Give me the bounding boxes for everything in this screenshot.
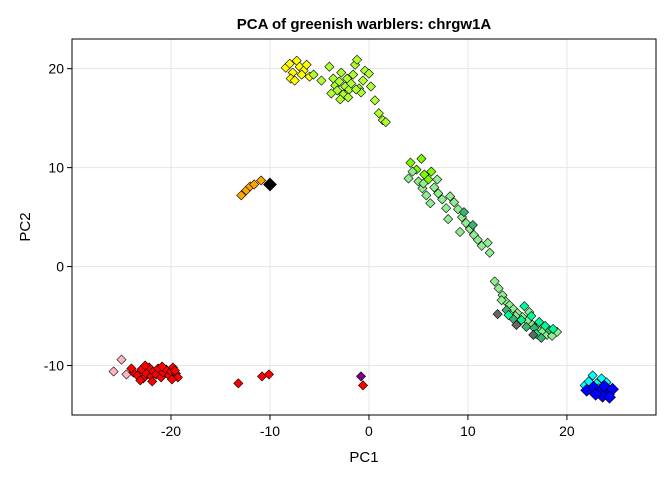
y-tick-label: 10 <box>48 160 64 176</box>
data-point <box>526 311 537 322</box>
data-point <box>296 69 307 80</box>
data-point <box>157 361 168 372</box>
data-point <box>548 323 559 334</box>
data-point <box>301 59 312 70</box>
data-point <box>236 190 247 201</box>
data-point <box>356 371 367 382</box>
x-axis-label: PC1 <box>349 449 378 466</box>
data-point <box>336 67 347 78</box>
data-point <box>284 58 295 69</box>
data-point <box>335 94 346 105</box>
axis-ticks: -20 -10 0 10 20 -10 0 10 20 <box>44 61 575 439</box>
data-point <box>363 68 374 79</box>
data-point <box>108 366 119 377</box>
data-point <box>589 387 603 401</box>
data-point <box>496 295 507 306</box>
data-point <box>418 178 429 189</box>
data-point <box>534 316 545 328</box>
data-point <box>357 75 369 86</box>
data-point <box>348 69 359 80</box>
data-point <box>429 182 440 193</box>
data-point <box>373 108 384 119</box>
data-point <box>380 117 391 128</box>
data-point <box>147 376 158 387</box>
y-tick-label: 0 <box>56 259 64 275</box>
data-points <box>108 54 619 404</box>
data-point <box>441 203 452 214</box>
data-point <box>445 191 456 202</box>
y-tick-label: 20 <box>48 61 64 77</box>
data-point <box>528 329 539 340</box>
data-point <box>521 321 532 332</box>
data-point <box>432 174 443 185</box>
data-point <box>357 380 369 391</box>
data-point <box>489 276 500 287</box>
data-point <box>458 207 469 218</box>
data-point <box>425 198 436 209</box>
data-point <box>308 69 319 80</box>
data-point <box>437 194 448 205</box>
data-point <box>484 247 495 258</box>
y-tick-label: -10 <box>44 358 64 374</box>
data-point <box>289 75 300 86</box>
data-point <box>587 370 598 381</box>
data-point <box>351 84 362 95</box>
data-point <box>326 88 337 99</box>
data-point <box>324 61 335 72</box>
data-point <box>359 65 371 76</box>
data-point <box>421 190 432 201</box>
data-point <box>413 176 424 187</box>
data-point <box>334 76 345 87</box>
data-point <box>365 81 376 92</box>
data-point <box>493 283 504 294</box>
data-point <box>403 173 414 184</box>
data-point <box>454 226 466 237</box>
data-point <box>346 78 357 89</box>
x-tick-label: 10 <box>460 423 476 439</box>
data-point <box>126 363 137 374</box>
data-point <box>511 319 522 330</box>
plot-frame <box>71 38 657 416</box>
data-point <box>405 157 416 168</box>
data-point <box>472 234 483 245</box>
data-point <box>443 214 454 225</box>
data-point <box>540 320 551 331</box>
data-point <box>407 166 418 177</box>
x-tick-label: 0 <box>365 423 373 439</box>
data-point <box>316 75 327 86</box>
data-point <box>516 314 527 326</box>
data-point <box>460 218 471 229</box>
data-point <box>519 301 530 312</box>
data-point <box>503 310 514 321</box>
data-point <box>416 153 427 164</box>
data-point <box>140 360 151 371</box>
data-point <box>116 354 127 365</box>
data-point <box>449 197 460 208</box>
data-point <box>426 166 437 177</box>
data-point <box>166 374 177 385</box>
data-point <box>603 390 616 404</box>
x-tick-label: -20 <box>161 423 181 439</box>
data-point <box>352 54 363 65</box>
data-point <box>482 237 493 248</box>
data-point <box>263 369 275 380</box>
data-point <box>467 219 478 231</box>
data-point <box>169 365 180 376</box>
y-axis-label: PC2 <box>17 212 34 241</box>
data-point <box>249 179 260 190</box>
data-point <box>263 177 277 192</box>
data-point <box>492 309 503 320</box>
data-point <box>233 378 244 389</box>
x-tick-label: -10 <box>260 423 280 439</box>
data-point <box>343 92 354 103</box>
data-point <box>369 95 380 106</box>
x-tick-label: 20 <box>559 423 575 439</box>
data-point <box>433 188 444 199</box>
data-point <box>135 375 146 386</box>
chart-title: PCA of greenish warblers: chrgw1A <box>237 16 492 33</box>
grid <box>72 39 656 415</box>
data-point <box>256 175 267 186</box>
